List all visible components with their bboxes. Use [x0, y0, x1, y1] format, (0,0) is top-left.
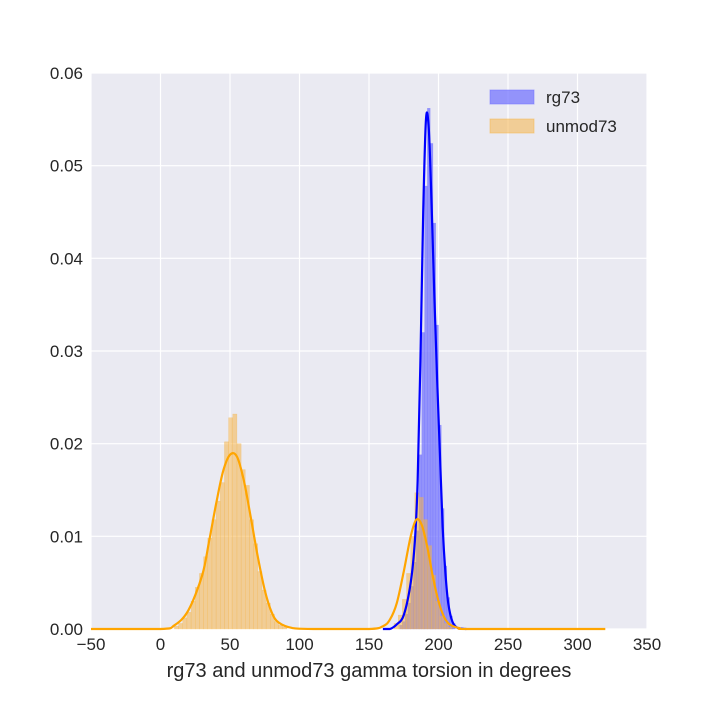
- x-tick-label: 0: [156, 635, 165, 654]
- y-tick-label: 0.01: [50, 527, 83, 546]
- x-tick-label: 200: [424, 635, 452, 654]
- hist-bar-unmod73: [282, 626, 288, 630]
- hist-bar-unmod73: [215, 500, 221, 630]
- kde-curves: [91, 111, 606, 631]
- y-tick-label: 0.02: [50, 435, 83, 454]
- legend-label-unmod73: unmod73: [546, 117, 617, 136]
- hist-bar-unmod73: [207, 537, 213, 630]
- x-tick-labels: −50 0 50 100 150 200 250 300 350: [77, 635, 662, 654]
- legend-label-rg73: rg73: [546, 88, 580, 107]
- hist-bar-unmod73: [220, 482, 225, 630]
- hist-bar-unmod73: [224, 441, 229, 630]
- legend-swatch-rg73: [489, 89, 535, 105]
- kde-line-unmod73: [91, 452, 606, 631]
- y-tick-label: 0.00: [50, 620, 83, 639]
- hist-bar-unmod73: [228, 417, 233, 630]
- x-tick-label: 150: [355, 635, 383, 654]
- hist-bar-unmod73: [211, 519, 217, 630]
- hist-bar-unmod73: [448, 626, 453, 630]
- hist-bar-unmod73: [178, 623, 183, 630]
- y-tick-label: 0.05: [50, 157, 83, 176]
- x-axis-label: rg73 and unmod73 gamma torsion in degree…: [167, 660, 572, 682]
- hist-bar-unmod73: [174, 626, 179, 630]
- x-tick-label: −50: [77, 635, 106, 654]
- hist-bar-unmod73: [232, 413, 238, 630]
- y-tick-label: 0.03: [50, 342, 83, 361]
- legend: rg73 unmod73: [489, 88, 617, 136]
- hist-bar-unmod73: [418, 497, 424, 630]
- x-tick-label: 250: [494, 635, 522, 654]
- hist-bar-unmod73: [186, 612, 192, 630]
- x-tick-label: 100: [285, 635, 313, 654]
- hist-bar-unmod73: [240, 469, 246, 630]
- histogram-bars: [174, 108, 456, 630]
- x-tick-label: 300: [563, 635, 591, 654]
- y-tick-labels: 0.00 0.01 0.02 0.03 0.04 0.05 0.06: [50, 64, 83, 639]
- y-tick-label: 0.06: [50, 64, 83, 83]
- hist-bar-unmod73: [443, 623, 449, 630]
- legend-swatch-unmod73: [489, 118, 535, 134]
- hist-bar-unmod73: [439, 615, 445, 630]
- hist-bar-unmod73: [236, 443, 242, 630]
- hist-bar-unmod73: [182, 617, 188, 630]
- x-tick-label: 50: [221, 635, 240, 654]
- x-tick-label: 350: [633, 635, 661, 654]
- bars-unmod73: [174, 413, 453, 630]
- kde-line-rg73: [382, 111, 467, 631]
- hist-bar-unmod73: [257, 571, 263, 630]
- y-tick-label: 0.04: [50, 249, 83, 268]
